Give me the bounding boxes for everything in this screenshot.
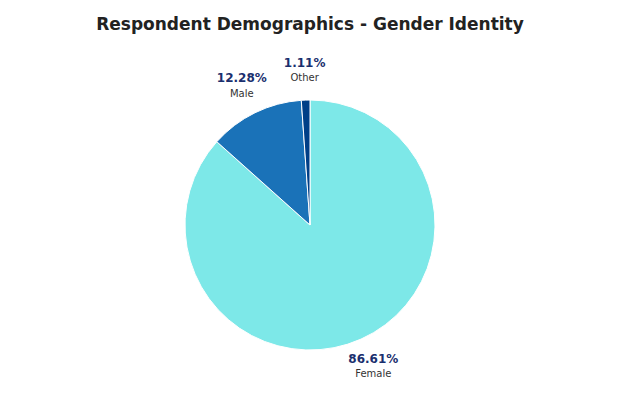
chart: Respondent Demographics - Gender Identit… xyxy=(0,0,620,413)
data-label: 1.11% xyxy=(284,56,326,70)
labels: 86.61% Female 12.28% Male 1.11% Other xyxy=(217,56,398,380)
slice xyxy=(301,100,310,225)
title: Respondent Demographics - Gender Identit… xyxy=(96,14,524,34)
pie xyxy=(185,100,435,350)
data-label: 12.28% xyxy=(217,71,267,85)
slice xyxy=(217,100,310,225)
category-label: Male xyxy=(230,88,254,99)
category-label: Other xyxy=(290,72,319,83)
category-label: Female xyxy=(355,368,391,379)
data-label: 86.61% xyxy=(348,352,398,366)
slice xyxy=(185,100,435,350)
